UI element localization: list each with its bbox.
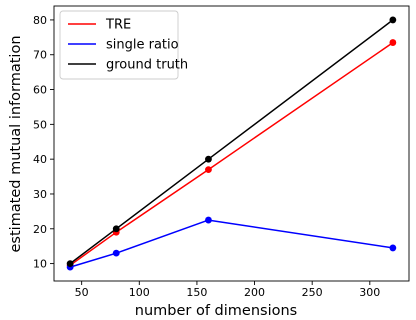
- legend: TRE single ratio ground truth: [59, 10, 188, 80]
- data-point: [389, 244, 397, 252]
- y-tick-label: 70: [33, 49, 47, 62]
- x-tick-label: 200: [244, 286, 265, 299]
- x-tick-label: 250: [302, 286, 323, 299]
- plot-frame: [53, 5, 410, 282]
- legend-box: [59, 10, 179, 80]
- data-point: [205, 166, 212, 174]
- series-line-2: [69, 19, 394, 265]
- data-point: [205, 216, 212, 224]
- data-point: [66, 260, 74, 267]
- axes: 50 100 150 200 250 300 10 20 30 40 50 60 70 80: [33, 5, 410, 299]
- y-tick-label: 20: [33, 223, 47, 236]
- data-point: [112, 225, 120, 233]
- y-tick-label: 10: [33, 258, 47, 271]
- data-point: [389, 39, 397, 46]
- y-tick-label: 30: [33, 188, 47, 201]
- x-tick-label: 150: [186, 286, 207, 299]
- y-axis-label: estimated mutual information: [8, 35, 24, 252]
- x-tick-label: 100: [129, 286, 150, 299]
- legend-label: TRE: [105, 18, 131, 33]
- x-tick-label: 300: [359, 286, 380, 299]
- legend-label: ground truth: [106, 58, 188, 73]
- y-tick-label: 60: [33, 84, 47, 97]
- plot-marks: [66, 16, 397, 271]
- y-tick-label: 40: [33, 153, 47, 166]
- legend-label: single ratio: [106, 38, 179, 53]
- series-line-0: [69, 41, 394, 266]
- data-point: [112, 249, 120, 257]
- y-tick-label: 50: [33, 118, 47, 131]
- data-point: [389, 16, 397, 24]
- data-point: [205, 155, 212, 163]
- y-tick-label: 80: [33, 14, 47, 27]
- x-tick-label: 50: [75, 286, 89, 299]
- x-axis-label: number of dimensions: [135, 303, 297, 319]
- series-line-1: [69, 219, 394, 268]
